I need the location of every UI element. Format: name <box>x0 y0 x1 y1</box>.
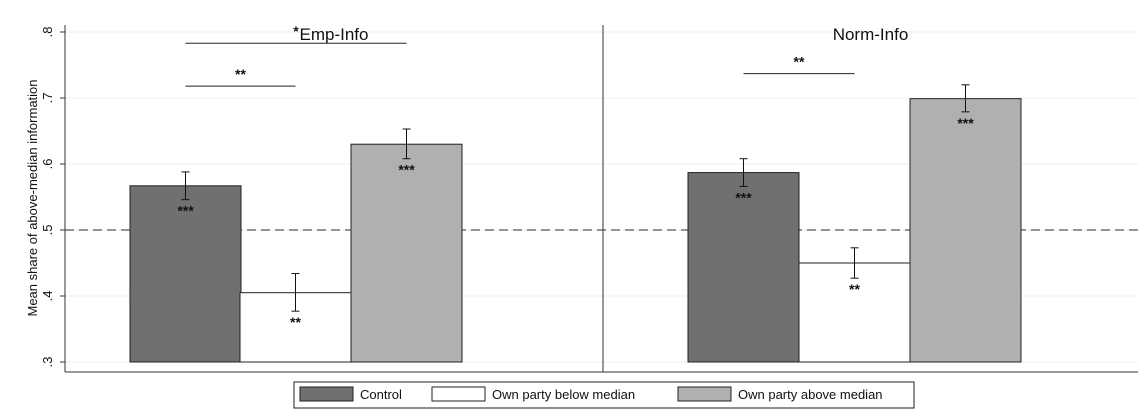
legend-box <box>293 381 915 409</box>
panel-title: Emp-Info <box>300 25 369 44</box>
legend-label: Own party above median <box>738 387 883 402</box>
y-tick-label: .5 <box>40 225 55 236</box>
bar-significance-label: *** <box>735 189 752 205</box>
panel-emp-info: Emp-Info*********** <box>129 23 463 363</box>
legend-swatch <box>431 386 486 402</box>
bar <box>798 262 911 363</box>
bar <box>350 143 463 363</box>
y-tick-label: .4 <box>40 291 55 302</box>
bar <box>687 172 800 363</box>
comparison-label: * <box>293 23 299 39</box>
panel-norm-info: Norm-Info************ <box>687 25 1022 363</box>
panels: Emp-Info***********Norm-Info************ <box>129 23 1022 363</box>
panel-title: Norm-Info <box>833 25 909 44</box>
y-tick-label: .6 <box>40 159 55 170</box>
legend-swatch <box>677 386 732 402</box>
y-tick-label: .7 <box>40 93 55 104</box>
y-axis-title: Mean share of above-median information <box>25 79 40 316</box>
y-tick-label: .8 <box>40 27 55 38</box>
bar-significance-label: ** <box>849 281 860 297</box>
legend-label: Control <box>360 387 402 402</box>
bar-significance-label: *** <box>957 115 974 131</box>
y-tick-label: .3 <box>40 357 55 368</box>
bar-significance-label: *** <box>177 203 194 219</box>
bar-significance-label: ** <box>290 314 301 330</box>
comparison-label: ** <box>235 66 246 82</box>
legend-label: Own party below median <box>492 387 635 402</box>
comparison-label: ** <box>794 54 805 70</box>
legend: Control Own party below median Own party a… <box>293 381 915 409</box>
legend-swatch <box>299 386 354 402</box>
axes: .3 .4 .5 .6 .7 .8 <box>40 25 1138 373</box>
bar <box>909 98 1022 363</box>
bar-significance-label: *** <box>398 162 415 178</box>
